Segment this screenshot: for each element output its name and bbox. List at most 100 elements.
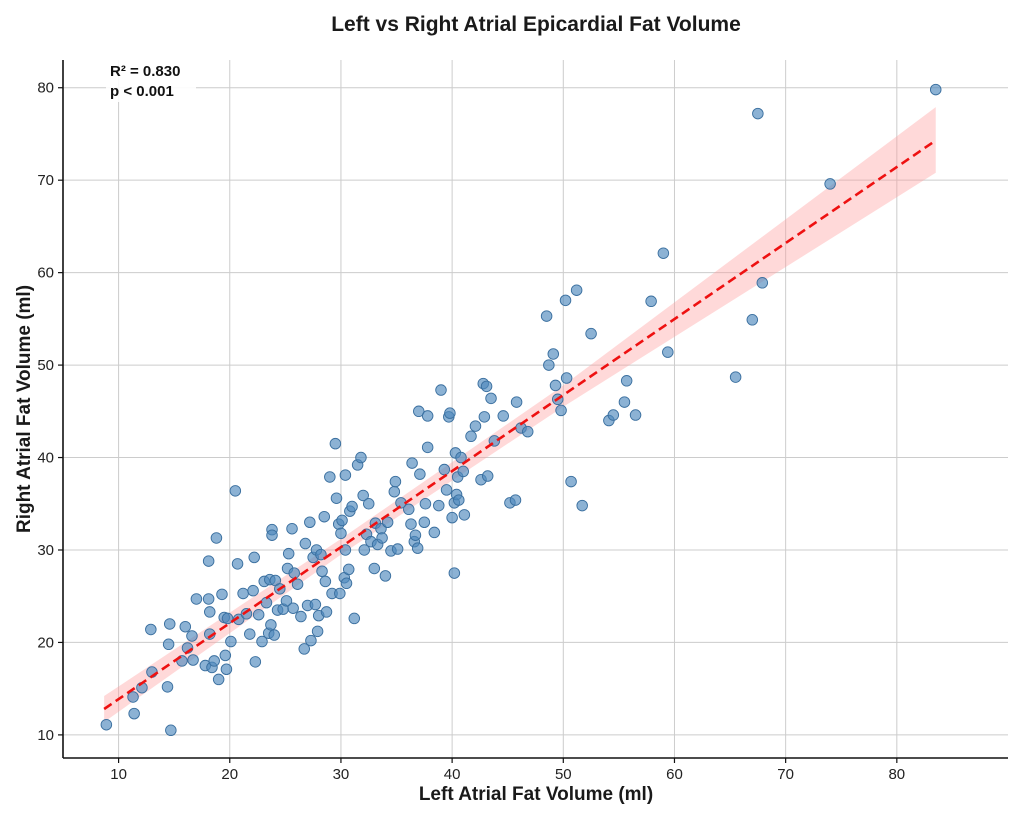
annotation-background — [106, 60, 196, 102]
data-point — [540, 310, 553, 322]
data-point — [438, 463, 451, 476]
data-point — [128, 707, 140, 720]
data-point — [547, 348, 560, 360]
data-point — [485, 392, 497, 405]
r-squared-annotation: R² = 0.830 — [110, 63, 180, 80]
data-point — [318, 510, 331, 523]
data-point — [299, 537, 312, 550]
data-point — [752, 107, 764, 120]
data-point — [421, 441, 434, 454]
data-point — [210, 532, 223, 544]
confidence-band-area — [104, 107, 936, 722]
data-point — [570, 284, 583, 296]
data-point — [824, 178, 836, 190]
data-point — [266, 529, 278, 541]
data-point — [330, 492, 343, 504]
y-tick-label: 20 — [37, 634, 54, 651]
data-point — [559, 294, 572, 307]
data-point — [179, 620, 192, 633]
data-point — [746, 314, 759, 326]
data-point — [446, 511, 458, 524]
data-point — [311, 625, 324, 638]
data-point — [645, 295, 657, 308]
data-point — [379, 570, 392, 582]
data-point — [543, 359, 555, 371]
data-point — [465, 430, 477, 443]
data-point — [309, 598, 322, 611]
data-point — [237, 587, 249, 600]
data-points — [100, 83, 942, 737]
data-point — [662, 346, 674, 358]
data-point — [320, 606, 333, 618]
data-point — [362, 498, 375, 510]
data-point — [576, 499, 588, 512]
data-point — [406, 457, 418, 469]
data-point — [560, 372, 573, 384]
data-point — [440, 484, 453, 496]
data-point — [288, 567, 300, 579]
y-tick-label: 40 — [37, 450, 54, 467]
data-point — [355, 451, 367, 464]
data-point — [335, 527, 347, 540]
data-point — [304, 516, 316, 529]
data-point — [478, 411, 491, 423]
y-tick-label: 80 — [37, 80, 54, 97]
x-tick-label: 60 — [666, 766, 683, 783]
data-point — [620, 375, 633, 387]
data-point — [162, 638, 175, 651]
data-point — [282, 547, 295, 560]
data-point — [389, 475, 402, 488]
data-point — [565, 475, 577, 488]
data-point — [435, 384, 447, 396]
axes: 10 20 30 40 50 60 70 80 10 20 30 40 50 60 70 80 — [37, 60, 1008, 783]
data-point — [368, 562, 381, 575]
data-point — [298, 643, 311, 655]
data-point — [453, 494, 465, 506]
data-point — [346, 500, 358, 513]
chart-title: Left vs Right Atrial Epicardial Fat Volu… — [331, 13, 741, 36]
data-point — [324, 471, 336, 483]
data-point — [212, 673, 225, 686]
x-tick-label: 20 — [221, 766, 238, 783]
y-tick-label: 70 — [37, 172, 54, 189]
data-point — [244, 628, 256, 640]
data-point — [497, 410, 510, 422]
data-point — [265, 619, 277, 631]
data-point — [414, 468, 426, 480]
data-point — [163, 618, 176, 630]
data-point — [418, 516, 431, 529]
y-tick-label: 30 — [37, 542, 54, 559]
data-point — [186, 630, 198, 642]
data-point — [403, 503, 415, 516]
data-point — [618, 396, 631, 408]
data-point — [249, 656, 262, 668]
data-point — [357, 489, 369, 502]
data-point — [342, 563, 355, 576]
data-point — [657, 247, 670, 259]
data-point — [286, 522, 298, 535]
data-point — [729, 371, 742, 383]
data-point — [929, 83, 942, 96]
data-point — [161, 681, 174, 693]
data-point — [376, 532, 388, 544]
data-point — [216, 588, 228, 601]
data-point — [358, 544, 371, 556]
data-point — [315, 548, 327, 561]
data-point — [100, 718, 113, 731]
data-point — [291, 578, 304, 590]
data-point — [381, 516, 394, 529]
data-point — [252, 608, 265, 621]
data-point — [405, 518, 417, 530]
data-point — [295, 610, 307, 623]
y-tick-label: 10 — [37, 727, 54, 744]
data-point — [231, 558, 244, 570]
data-point — [340, 577, 353, 590]
data-point — [458, 509, 471, 521]
data-point — [204, 606, 216, 618]
data-point — [411, 542, 424, 554]
data-point — [334, 587, 346, 600]
data-point — [348, 612, 361, 625]
data-point — [221, 612, 234, 625]
y-axis-label: Right Atrial Fat Volume (ml) — [14, 285, 35, 533]
